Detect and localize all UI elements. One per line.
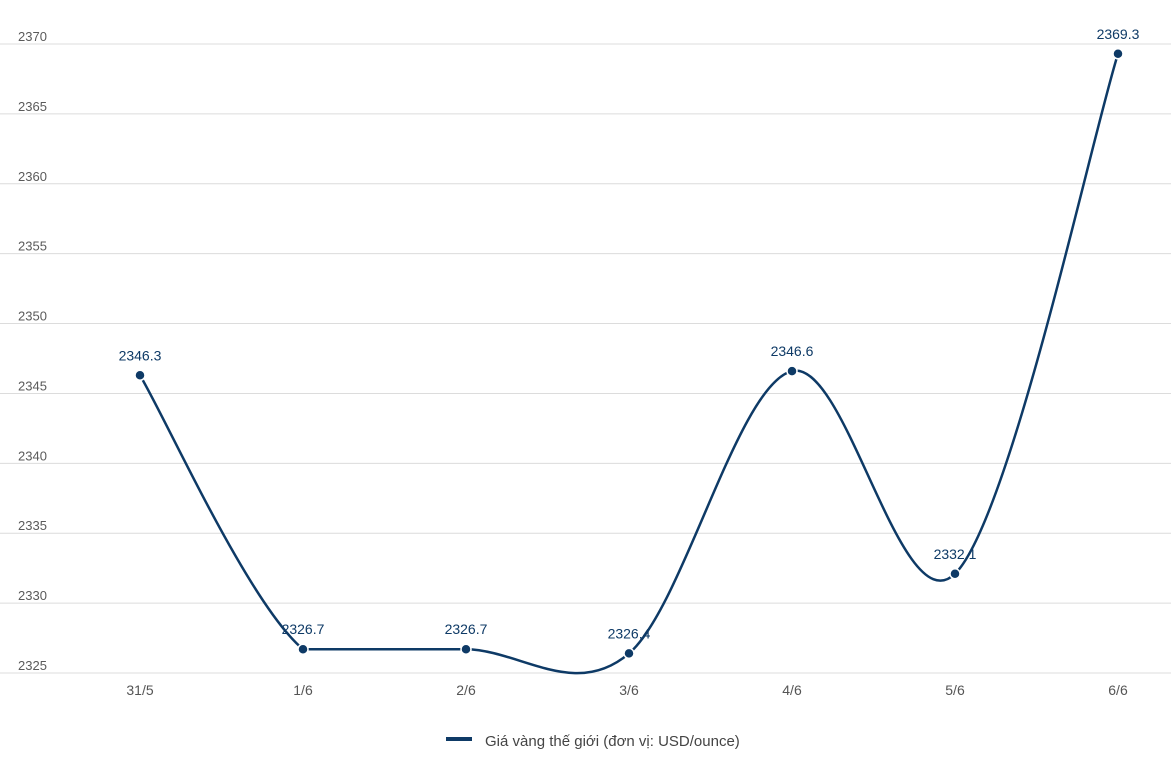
data-point	[786, 365, 798, 377]
gridlines	[0, 43, 1171, 674]
data-point	[460, 643, 472, 655]
data-point	[1112, 48, 1124, 60]
series-line	[138, 52, 1120, 675]
data-point	[949, 568, 961, 580]
x-tick-label: 1/6	[293, 682, 313, 698]
data-label: 2346.6	[771, 343, 814, 359]
y-tick-label: 2335	[18, 518, 47, 533]
y-tick-label: 2355	[18, 239, 47, 254]
y-tick-label: 2325	[18, 658, 47, 673]
legend-swatch	[446, 737, 472, 741]
data-label: 2326.4	[608, 625, 651, 641]
legend-label: Giá vàng thế giới (đơn vị: USD/ounce)	[485, 733, 740, 750]
data-label: 2326.7	[445, 621, 488, 637]
y-tick-label: 2345	[18, 378, 47, 393]
data-labels: 2346.3 2326.7 2326.7 2326.4 2346.6 2332.1 2369…	[119, 26, 1140, 642]
y-tick-label: 2365	[18, 99, 47, 114]
y-tick-label: 2370	[18, 29, 47, 44]
y-tick-label: 2340	[18, 448, 47, 463]
data-label: 2326.7	[282, 621, 325, 637]
y-axis-ticks: 2325 2330 2335 2340 2345 2350 2355 2360 2365 2370	[18, 29, 47, 673]
data-points	[134, 48, 1124, 660]
legend: Giá vàng thế giới (đơn vị: USD/ounce)	[446, 733, 740, 750]
data-label: 2369.3	[1097, 26, 1140, 42]
x-tick-label: 5/6	[945, 682, 965, 698]
x-tick-label: 6/6	[1108, 682, 1128, 698]
data-label: 2332.1	[934, 546, 977, 562]
x-tick-label: 2/6	[456, 682, 476, 698]
y-tick-label: 2330	[18, 588, 47, 603]
x-tick-label: 31/5	[126, 682, 153, 698]
x-tick-label: 4/6	[782, 682, 802, 698]
x-axis-ticks: 31/5 1/6 2/6 3/6 4/6 5/6 6/6	[126, 682, 1128, 698]
data-label: 2346.3	[119, 347, 162, 363]
data-point	[297, 643, 309, 655]
data-point	[134, 369, 146, 382]
x-tick-label: 3/6	[619, 682, 639, 698]
y-tick-label: 2360	[18, 169, 47, 184]
data-point	[623, 647, 635, 660]
y-tick-label: 2350	[18, 309, 47, 324]
